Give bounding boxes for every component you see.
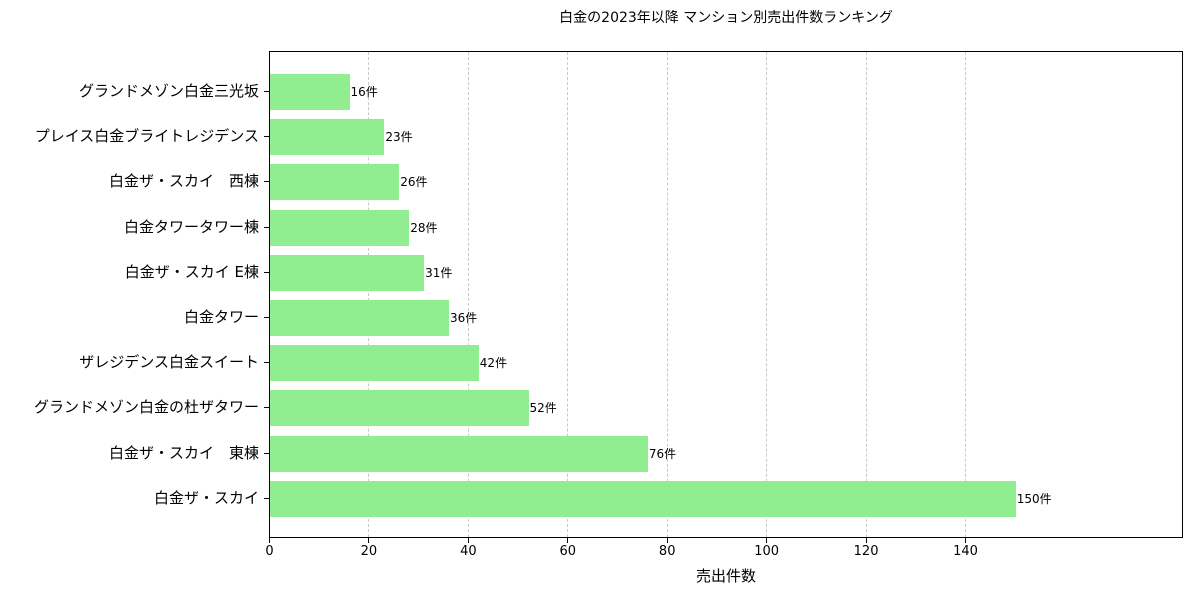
bar-value-label: 42件 [479,356,508,371]
y-tick [264,226,269,228]
gridline [965,52,966,537]
bar-value-label: 16件 [350,85,378,99]
x-tick-label: 140 [953,544,978,559]
bar [270,390,529,427]
gridline [766,52,768,537]
y-tick-label: 白金タワータワー棟 [123,217,259,236]
gridline [467,52,469,537]
y-tick-label: 白金ザ・スカイ 東棟 [108,443,259,462]
x-axis-label: 売出件数 [695,567,756,585]
y-tick-label: 白金ザ・スカイ E棟 [124,262,259,281]
y-tick [264,136,269,138]
chart-title: 白金の2023年以降 マンション別売出件数ランキング [559,10,893,26]
gridline [666,52,668,537]
y-tick-label: 白金ザ・スカイ 西棟 [108,172,259,191]
y-tick [264,452,269,454]
bar [270,119,385,156]
y-tick-label: 白金ザ・スカイ [153,488,259,507]
x-tick-label: 40 [460,544,477,559]
x-tick-label: 60 [559,544,577,559]
bar [270,300,449,336]
bar [270,254,425,291]
x-tick-label: 80 [658,544,676,559]
y-tick [264,497,269,499]
x-tick [965,538,966,543]
y-tick [264,271,269,273]
bar [270,164,400,201]
y-tick-label: ザレジデンス白金スイート [79,353,259,372]
x-tick [666,538,668,543]
bar [270,209,410,246]
x-tick [567,538,569,543]
bar-value-label: 31件 [425,265,453,280]
gridline [368,52,370,537]
plot-area: 16件 23件 26件 28件 31件 36件 42件 52件 76件 150件 [269,51,1183,538]
x-tick-label: 120 [853,544,879,559]
bar-value-label: 28件 [410,220,438,235]
bar-value-label: 36件 [449,311,478,325]
y-tick [264,317,269,318]
x-tick [368,538,370,543]
x-tick-label: 100 [754,544,780,559]
x-tick [467,538,469,543]
bar-value-label: 23件 [385,130,413,145]
bar [270,345,479,382]
bar-value-label: 52件 [529,401,557,416]
x-tick [766,538,768,543]
gridline [865,52,867,537]
bar [270,74,350,110]
bar-value-label: 26件 [400,175,428,190]
bar-value-label: 150件 [1016,491,1052,506]
y-tick [264,91,269,92]
bar [270,480,1016,517]
y-tick-label: グランドメゾン白金三光坂 [78,82,259,100]
bar [270,435,648,472]
y-tick [264,407,269,409]
x-tick [269,538,270,543]
y-tick-label: 白金タワー [183,308,259,326]
y-tick-label: プレイス白金ブライトレジデンス [34,127,259,146]
gridline [567,52,569,537]
y-tick [264,362,269,364]
x-tick-label: 20 [360,544,378,559]
y-tick [264,181,269,183]
x-tick-label: 0 [265,544,274,559]
y-tick-label: グランドメゾン白金の杜ザタワー [33,398,259,417]
bar-value-label: 76件 [648,446,677,461]
x-tick [865,538,867,543]
